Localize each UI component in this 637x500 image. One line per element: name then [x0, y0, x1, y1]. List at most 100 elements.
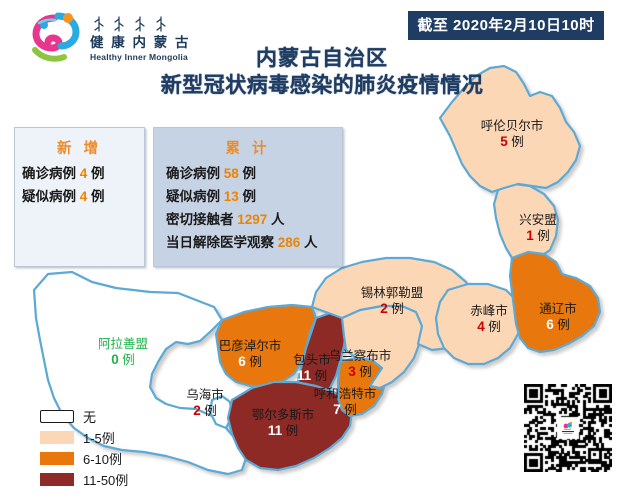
logo-en-name: Healthy Inner Mongolia: [90, 52, 188, 62]
map-label-wuhai[interactable]: 乌海市 2 例: [145, 388, 265, 419]
map-label-value: 7 例: [333, 402, 357, 417]
map-label-value: 11 例: [267, 423, 299, 438]
map-label-name: 鄂尔多斯市: [251, 408, 315, 422]
map-label-bayannur[interactable]: 巴彦淖尔市 6 例: [190, 339, 310, 370]
legend-item: 无: [40, 406, 190, 427]
stat-value: 58: [220, 166, 243, 181]
map-label-hohhot[interactable]: 呼和浩特市 7 例: [285, 387, 405, 418]
legend-label: 无: [83, 410, 97, 425]
map-label-chifeng[interactable]: 赤峰市 4 例: [429, 304, 549, 335]
map-label-value: 3 例: [348, 364, 372, 379]
map-label-value: 1 例: [526, 228, 550, 243]
title-line-2: 新型冠状病毒感染的肺炎疫情情况: [160, 74, 484, 97]
stat-value: 13: [220, 189, 243, 204]
map-label-name: 通辽市: [539, 302, 577, 316]
map-label-value: 0 例: [111, 352, 135, 367]
map-legend: 无 1-5例 6-10例 11-50例: [40, 406, 190, 490]
qr-logo-caption-icon: [562, 431, 574, 434]
map-label-value: 6 例: [238, 354, 262, 369]
qr-logo-mark-icon: [563, 422, 573, 430]
map-label-hulunbuir[interactable]: 呼伦贝尔市 5 例: [452, 119, 572, 150]
map-label-name: 赤峰市: [470, 304, 508, 318]
logo: 健 康 内 蒙 古 Healthy Inner Mongolia: [28, 10, 191, 68]
stats-new-row: 疑似病例 4 例: [15, 185, 144, 208]
healthy-inner-mongolia-logo-icon: [32, 12, 80, 62]
map-label-name: 锡林郭勒盟: [360, 286, 424, 300]
map-label-value: 2 例: [380, 301, 404, 316]
stats-new-heading: 新 增: [56, 141, 103, 157]
map-label-count: 5: [500, 134, 508, 149]
stat-unit: 例: [242, 189, 257, 204]
legend-label: 1-5例: [83, 431, 115, 446]
stat-value: 1297: [233, 212, 272, 227]
map-label-value: 6 例: [546, 317, 570, 332]
region-bayannur[interactable]: [214, 303, 318, 388]
legend-label: 11-50例: [83, 473, 129, 488]
legend-swatch: [40, 452, 74, 465]
legend-label: 6-10例: [83, 452, 123, 467]
map-label-count: 1: [526, 228, 534, 243]
map-label-alxa[interactable]: 阿拉善盟 0 例: [63, 337, 183, 368]
stat-label: 确诊病例: [22, 166, 76, 181]
legend-swatch: [40, 473, 74, 486]
stats-total-rows: 确诊病例 58 例疑似病例 13 例密切接触者 1297 人当日解除医学观察 2…: [154, 162, 342, 254]
stats-panel-new: 新 增 确诊病例 4 例疑似病例 4 例: [14, 127, 145, 267]
stat-value: 286: [274, 235, 305, 250]
stats-total-heading: 累 计: [225, 141, 271, 157]
stat-unit: 例: [91, 166, 105, 181]
stat-label: 疑似病例: [22, 189, 76, 204]
map-label-count: 7: [333, 402, 341, 417]
map-label-count: 2: [193, 403, 201, 418]
map-label-count: 2: [380, 301, 388, 316]
stat-label: 确诊病例: [166, 166, 220, 181]
region-alxa[interactable]: [32, 270, 248, 476]
map-label-value: 2 例: [193, 403, 217, 418]
map-label-count: 6: [238, 354, 246, 369]
map-label-baotou[interactable]: 包头市 11 例: [252, 353, 372, 384]
map-label-value: 5 例: [500, 134, 524, 149]
map-label-hinggan[interactable]: 兴安盟 1 例: [478, 213, 598, 244]
map-label-name: 兴安盟: [519, 213, 557, 227]
stat-unit: 例: [242, 166, 257, 181]
map-label-name: 阿拉善盟: [97, 337, 148, 351]
map-label-ordos[interactable]: 鄂尔多斯市 11 例: [223, 408, 343, 439]
logo-cn-name: 健 康 内 蒙 古: [90, 35, 191, 50]
map-label-count: 3: [348, 364, 356, 379]
map-label-count: 4: [477, 319, 485, 334]
stat-label: 疑似病例: [166, 189, 220, 204]
stats-panel-total: 累 计 确诊病例 58 例疑似病例 13 例密切接触者 1297 人当日解除医学…: [153, 127, 343, 267]
map-label-name: 呼和浩特市: [313, 387, 377, 401]
map-label-xilingol[interactable]: 锡林郭勒盟 2 例: [332, 286, 452, 317]
map-label-ulanqab[interactable]: 乌兰察布市 3 例: [300, 349, 420, 380]
stat-unit: 人: [304, 235, 318, 250]
stat-label: 当日解除医学观察: [166, 235, 274, 250]
legend-item: 11-50例: [40, 469, 190, 490]
legend-swatch: [40, 410, 74, 423]
title-line-1: 内蒙古自治区: [256, 47, 388, 70]
region-ordos[interactable]: [226, 380, 354, 472]
map-label-tongliao[interactable]: 通辽市 6 例: [498, 302, 618, 333]
stats-new-row: 确诊病例 4 例: [15, 162, 144, 185]
region-tongliao[interactable]: [508, 250, 602, 354]
region-chifeng[interactable]: [434, 282, 524, 366]
stats-total-row: 疑似病例 13 例: [154, 185, 342, 208]
map-label-name: 巴彦淖尔市: [218, 339, 282, 353]
map-label-name: 包头市: [293, 353, 331, 367]
stat-value: 4: [76, 166, 92, 181]
stat-value: 4: [76, 189, 92, 204]
stat-unit: 人: [271, 212, 285, 227]
region-hinggan[interactable]: [492, 182, 560, 260]
map-label-count: 6: [546, 317, 554, 332]
map-label-value: 4 例: [477, 319, 501, 334]
map-label-count: 11: [296, 368, 312, 383]
map-label-count: 0: [111, 352, 119, 367]
mongolian-script-text: [94, 16, 166, 32]
map-label-value: 11 例: [296, 368, 328, 383]
map-label-name: 呼伦贝尔市: [480, 119, 544, 133]
stats-total-row: 当日解除医学观察 286 人: [154, 231, 342, 254]
wechat-qr-code[interactable]: [524, 384, 612, 472]
region-hulunbuir[interactable]: [438, 64, 582, 194]
qr-center-logo: [559, 419, 577, 437]
legend-item: 1-5例: [40, 427, 190, 448]
